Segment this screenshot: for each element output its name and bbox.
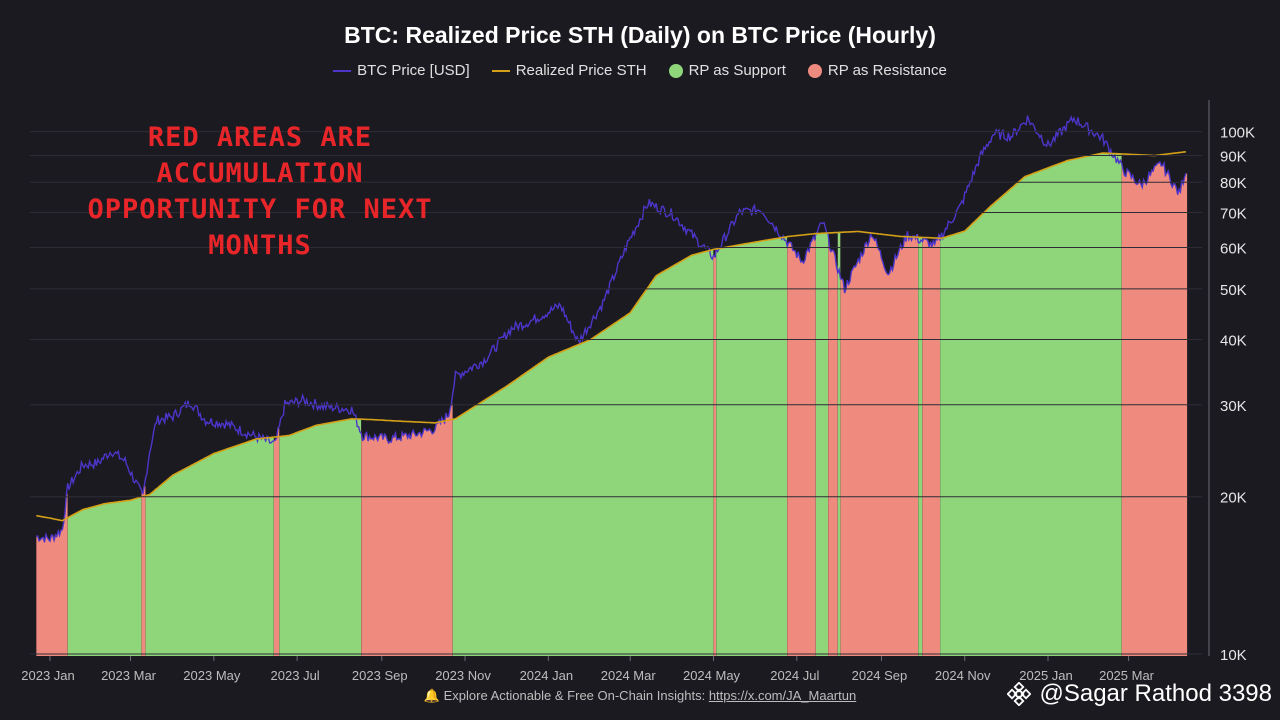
resistance-area [361,403,453,656]
support-area [837,232,841,656]
resistance-area [787,236,816,656]
y-tick-label: 60K [1220,241,1247,258]
y-tick-label: 40K [1220,332,1247,349]
legend-swatch-btc-price [333,69,352,72]
y-tick-label: 20K [1220,490,1247,507]
bell-icon: 🔔 [423,688,440,703]
binance-logo [1007,682,1032,706]
x-tick-label: 2023 Sep [352,668,408,683]
chart-title: BTC: Realized Price STH (Daily) on BTC P… [344,22,936,48]
y-tick-label: 90K [1220,149,1247,166]
realized-price-line [36,151,1186,522]
resistance-area [922,235,940,656]
footer: 🔔 Explore Actionable & Free On-Chain Ins… [0,688,1280,704]
x-tick-label: 2023 Mar [101,668,157,683]
support-area [67,497,142,656]
x-tick-label: 2025 Jan [1019,668,1073,683]
x-tick-label: 2023 Jan [21,668,75,683]
plot-areas [36,153,1188,657]
legend: BTC Price [USD] Realized Price STH RP as… [0,62,1280,79]
x-tick-label: 2023 May [183,668,241,683]
y-tick-label: 50K [1220,282,1247,299]
watermark-text: @Sagar Rathod 3398 [1039,680,1272,707]
resistance-area [273,428,280,656]
x-tick-label: 2025 Mar [1099,668,1155,683]
watermark: @Sagar Rathod 3398 [1007,680,1272,708]
legend-swatch-realized-price [491,69,510,72]
legend-swatch-rp-support [668,63,683,78]
x-tick-label: 2023 Nov [435,668,491,683]
footer-text: Explore Actionable & Free On-Chain Insig… [443,688,706,703]
x-tick-label: 2024 Mar [601,668,657,683]
btc-price-line [36,115,1187,543]
x-tick-label: 2023 Jul [271,668,320,683]
series-lines [36,115,1187,543]
support-area [452,249,714,656]
support-area [145,437,274,656]
resistance-area [828,234,838,657]
legend-item-rp-support[interactable]: RP as Support [668,62,786,79]
support-area [815,233,829,656]
y-tick-label: 70K [1220,206,1247,223]
x-tick-label: 2024 Jul [770,668,819,683]
support-area [279,418,362,656]
x-tick-label: 2024 Sep [852,668,908,683]
legend-label-btc-price: BTC Price [USD] [357,62,470,79]
y-tick-label: 80K [1220,175,1247,192]
legend-item-rp-resistance[interactable]: RP as Resistance [807,62,947,79]
legend-swatch-rp-resistance [807,63,822,78]
footer-link[interactable]: https://x.com/JA_Maartun [708,688,857,703]
y-tick-label: 30K [1220,398,1247,415]
resistance-area [713,255,717,656]
x-axis: 2023 Jan 2023 Mar 2023 May 2023 Jul 2023 Sep… [21,656,1155,683]
resistance-area [141,486,146,656]
y-tick-label: 10K [1220,647,1247,664]
resistance-area [840,231,919,656]
legend-label-realized-price: Realized Price STH [515,62,647,79]
legend-item-realized-price[interactable]: Realized Price STH [491,62,647,79]
legend-label-rp-resistance: RP as Resistance [827,62,947,79]
resistance-area [1121,161,1188,656]
legend-label-rp-support: RP as Support [688,62,786,79]
legend-item-btc-price[interactable]: BTC Price [USD] [333,62,470,79]
support-area [716,236,788,657]
resistance-area [36,493,68,656]
x-tick-label: 2024 Nov [935,668,991,683]
chart-annotation: RED AREAS ARE ACCUMULATION OPPORTUNITY F… [87,122,433,261]
x-tick-label: 2024 May [683,668,741,683]
y-tick-label: 100K [1220,125,1255,142]
x-tick-label: 2024 Jan [520,668,574,683]
y-axis: 10K 20K 30K 40K 50K 60K 70K 80K 90K 100K [30,100,1255,664]
support-area [918,237,923,657]
